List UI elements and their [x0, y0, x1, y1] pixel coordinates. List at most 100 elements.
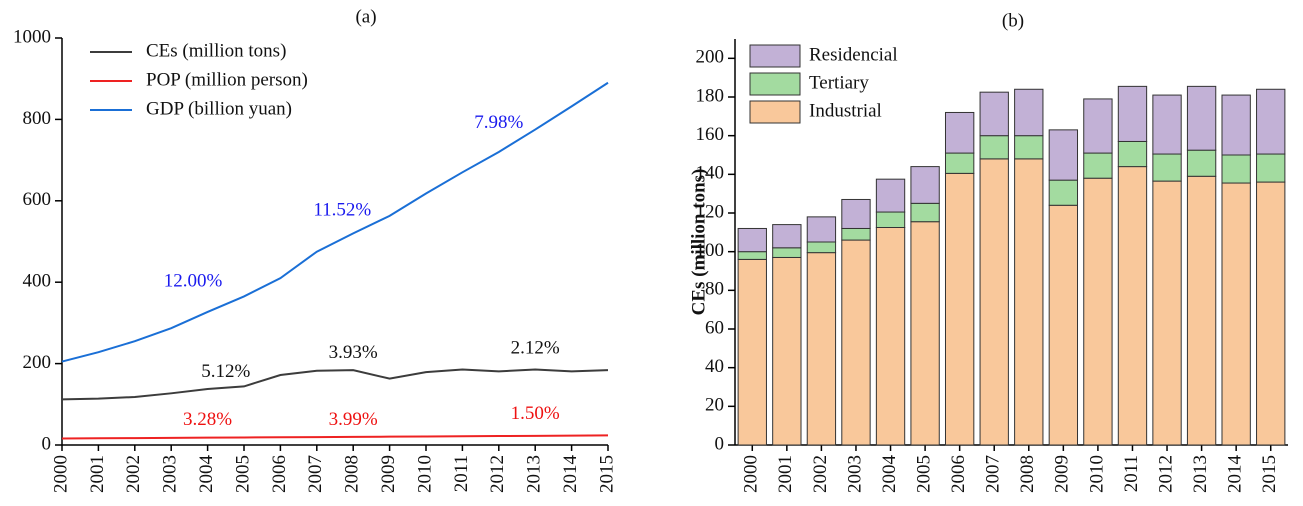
x-tick-label: 2011: [451, 455, 472, 492]
y-tick-label: 200: [23, 352, 52, 373]
y-tick-label: 0: [42, 433, 52, 454]
x-tick-label: 2008: [1017, 455, 1038, 493]
line: [61, 81, 609, 363]
bar-segment: [910, 166, 940, 204]
bar-segment: [1152, 153, 1182, 182]
legend-swatch: [749, 100, 801, 124]
bar-segment: [1256, 88, 1286, 155]
bar-segment: [737, 258, 767, 446]
x-tick-label: 2009: [378, 455, 399, 493]
y-tick-label: 1000: [13, 26, 51, 47]
x-tick-label: 2006: [948, 455, 969, 493]
x-tick-label: 2005: [232, 455, 253, 493]
annotation: 7.98%: [474, 112, 523, 133]
annotation: 1.50%: [511, 403, 560, 424]
line: [61, 368, 609, 401]
x-tick-label: 2004: [196, 455, 217, 494]
x-tick-label: 2012: [1155, 455, 1176, 493]
bar-segment: [1083, 177, 1113, 446]
x-tick-label: 2001: [775, 455, 796, 493]
bar-segment: [1221, 94, 1251, 156]
y-tick-label: 160: [696, 124, 725, 145]
bar-segment: [979, 158, 1009, 446]
x-tick-label: 2002: [810, 455, 831, 493]
bar-segment: [1083, 152, 1113, 179]
bar-segment: [875, 227, 906, 446]
chart-title: (a): [355, 6, 376, 27]
bar-segment: [841, 239, 871, 446]
bar-segment: [772, 224, 802, 249]
bar-segment: [1048, 179, 1079, 206]
bar-segment: [737, 227, 767, 253]
bar-segment: [806, 241, 837, 254]
x-tick-label: 2013: [1190, 455, 1211, 493]
bar-segment: [1048, 129, 1079, 181]
x-tick-label: 2002: [123, 455, 144, 493]
bar-segment: [1152, 180, 1182, 446]
bar-segment: [1117, 85, 1148, 142]
annotation: 3.28%: [183, 409, 232, 430]
annotation: 2.12%: [511, 338, 560, 359]
annotation: 5.12%: [201, 361, 250, 382]
x-tick-label: 2003: [160, 455, 181, 493]
x-tick-label: 2015: [1259, 455, 1280, 493]
bar-segment: [1048, 204, 1079, 446]
y-tick-label: 100: [696, 240, 725, 261]
bar-segment: [944, 111, 975, 154]
y-tick-label: 60: [705, 317, 724, 338]
y-tick-label: 0: [715, 433, 725, 454]
x-tick-label: 2004: [879, 455, 900, 494]
x-tick-label: 2011: [1121, 455, 1142, 492]
bar-segment: [1014, 158, 1044, 446]
y-tick-label: 200: [696, 47, 725, 68]
x-tick-label: 2006: [269, 455, 290, 493]
bar-segment: [841, 227, 871, 241]
y-tick-label: 20: [705, 395, 724, 416]
y-tick-label: 140: [696, 163, 725, 184]
x-tick-label: 2000: [741, 455, 762, 493]
annotation: 3.99%: [329, 409, 378, 430]
annotation: 11.52%: [313, 199, 371, 220]
x-tick-label: 2015: [596, 455, 617, 493]
y-tick-label: 80: [705, 279, 724, 300]
x-tick-label: 2010: [1086, 455, 1107, 493]
bar-segment: [772, 256, 802, 446]
bar-segment: [944, 152, 975, 174]
y-axis-label: CEs (million tons): [688, 169, 709, 316]
bar-segment: [1152, 94, 1182, 155]
x-tick-label: 2014: [560, 455, 581, 494]
bar-segment: [1186, 149, 1217, 177]
bar-segment: [1221, 154, 1251, 184]
legend-label: GDP (billion yuan): [146, 98, 292, 119]
x-tick-label: 2010: [414, 455, 435, 493]
y-tick-label: 800: [23, 108, 52, 129]
x-tick-label: 2007: [983, 455, 1004, 493]
bar-segment: [806, 216, 837, 243]
bar-segment: [1256, 181, 1286, 446]
bar-segment: [1014, 88, 1044, 137]
bar-segment: [910, 202, 940, 223]
x-tick-label: 2003: [844, 455, 865, 493]
bar-segment: [979, 135, 1009, 160]
x-tick-label: 2012: [487, 455, 508, 493]
bar-segment: [1014, 135, 1044, 160]
annotation: 12.00%: [164, 271, 223, 292]
x-tick-label: 2001: [87, 455, 108, 493]
bar-segment: [1117, 140, 1148, 168]
bar-segment: [806, 252, 837, 446]
y-tick-label: 400: [23, 271, 52, 292]
legend-swatch: [749, 44, 801, 68]
legend-label: Tertiary: [809, 72, 869, 93]
bar-segment: [875, 211, 906, 229]
x-tick-label: 2009: [1052, 455, 1073, 493]
bar-segment: [1221, 182, 1251, 446]
annotation: 3.93%: [329, 342, 378, 363]
bar-segment: [737, 251, 767, 260]
bar-segment: [875, 178, 906, 213]
bar-segment: [1186, 85, 1217, 151]
x-tick-label: 2008: [342, 455, 363, 493]
x-tick-label: 2000: [50, 455, 71, 493]
y-tick-label: 120: [696, 201, 725, 222]
x-tick-label: 2013: [524, 455, 545, 493]
